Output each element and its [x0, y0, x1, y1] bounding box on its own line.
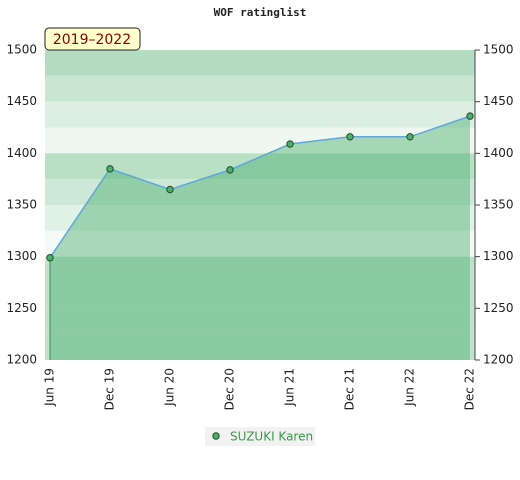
chart-title: WOF ratinglist — [214, 6, 307, 19]
x-tick-label: Jun 22 — [403, 368, 417, 407]
band — [45, 179, 475, 205]
band — [45, 230, 475, 257]
marker — [466, 112, 474, 120]
y-tick-label: 1300 — [6, 249, 37, 263]
band — [45, 308, 475, 335]
band — [45, 334, 475, 360]
annotation-box — [44, 27, 141, 51]
y2-tick-label: 1400 — [483, 146, 514, 160]
marker — [106, 165, 114, 173]
marker — [286, 140, 294, 148]
y-tick-label: 1450 — [6, 94, 37, 108]
band — [45, 101, 475, 128]
y2-tick-label: 1300 — [483, 249, 514, 263]
y-tick-label: 1350 — [6, 198, 37, 212]
marker — [166, 185, 174, 194]
y-tick-label: 1250 — [6, 301, 37, 315]
area — [50, 116, 470, 360]
y2-tick-label: 1200 — [483, 353, 514, 367]
y-tick-label: 1200 — [6, 353, 37, 367]
x-tick-label: Dec 19 — [103, 368, 117, 410]
marker — [346, 133, 354, 141]
y-tick-label: 1400 — [6, 146, 37, 160]
x-tick-label: Dec 21 — [343, 368, 357, 410]
y2-tick-label: 1450 — [483, 94, 514, 108]
y2-tick-label: 1250 — [483, 301, 514, 315]
band — [45, 205, 475, 231]
marker — [226, 166, 234, 174]
y2-tick-label: 1350 — [483, 198, 514, 212]
band — [45, 282, 475, 309]
plot — [46, 112, 474, 360]
x-tick-label: Jun 20 — [163, 368, 177, 407]
annotation: 2019–2022 — [53, 32, 131, 48]
plot-background — [45, 50, 475, 360]
band — [45, 256, 475, 283]
legend-marker — [212, 432, 220, 440]
x-tick-label: Dec 22 — [463, 368, 477, 410]
band — [45, 75, 475, 102]
legend — [205, 427, 315, 446]
x-tick-label: Jun 21 — [283, 368, 297, 407]
band — [45, 127, 475, 154]
line — [49, 115, 471, 259]
x-tick-label: Jun 19 — [43, 368, 57, 407]
y-tick-label: 1500 — [6, 43, 37, 57]
y2-tick-label: 1500 — [483, 43, 514, 57]
x-tick-label: Dec 20 — [223, 368, 237, 410]
marker — [406, 133, 414, 141]
marker — [46, 254, 54, 262]
legend-label: SUZUKI Karen — [230, 430, 313, 444]
band — [45, 50, 475, 76]
